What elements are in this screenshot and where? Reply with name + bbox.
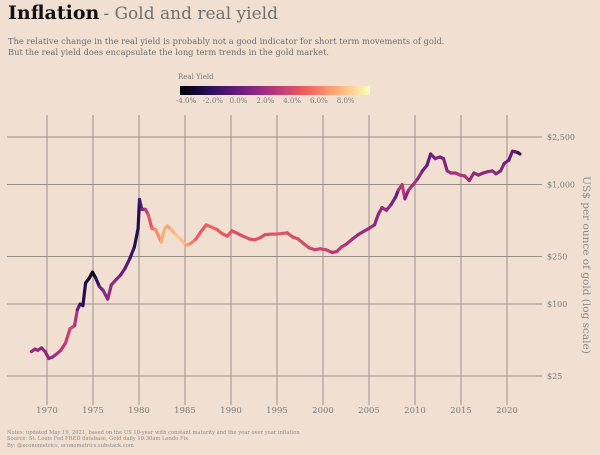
description-line-2: But the real yield does encapsulate the …: [8, 47, 330, 57]
gold-line-segment: [516, 151, 522, 156]
legend-tick-label: 4.0%: [283, 97, 301, 105]
title-bold: Inflation: [8, 2, 100, 24]
gold-line-segment: [106, 283, 114, 301]
x-tick-label: 2020: [496, 406, 518, 416]
legend-tick-label: 8.0%: [336, 97, 355, 105]
y-axis: $25 $100 $250 $1,000 $2,500: [547, 133, 575, 381]
legend-title: Real Yield: [178, 73, 214, 81]
chart-notes: Notes: updated May 19, 2021, based on th…: [7, 430, 300, 449]
x-tick-label: 1980: [128, 406, 150, 416]
x-tick-label: 2010: [404, 406, 426, 416]
gold-line-segment: [425, 152, 433, 167]
source-line: Source: St. Louis Fed FRED database, Gol…: [7, 436, 189, 443]
y-tick-label: $250: [547, 253, 567, 262]
x-tick-label: 1970: [36, 406, 58, 416]
legend-tick-label: -2.0%: [202, 97, 223, 105]
x-tick-label: 1975: [82, 406, 104, 416]
x-tick-label: 2005: [358, 406, 380, 416]
legend-colorbar: [180, 86, 370, 95]
y-tick-label: $2,500: [547, 133, 575, 142]
gold-line-segment: [441, 157, 449, 173]
gold-line-segment: [132, 226, 140, 249]
y-tick-label: $1,000: [547, 181, 575, 190]
y-axis-label: US$ per ounce of gold (log scale): [580, 176, 592, 354]
description-line-1: The relative change in the real yield is…: [8, 36, 445, 46]
gold-line-segment: [146, 213, 154, 230]
gold-line-segment: [123, 257, 132, 270]
chart-title: Inflation - Gold and real yield: [8, 2, 278, 24]
byline: By: @econometrics, econometrics.substack…: [7, 442, 134, 449]
x-tick-label: 1995: [266, 406, 288, 416]
gold-price-line: [29, 149, 522, 361]
gold-line-segment: [159, 226, 167, 244]
legend-tick-label: 2.0%: [256, 97, 275, 105]
gold-line-segment: [63, 327, 72, 345]
notes-line: Notes: updated May 19, 2021, based on th…: [7, 430, 300, 436]
gold-line-segment: [81, 281, 88, 308]
gold-line-segment: [72, 307, 80, 328]
x-axis: 1970 1975 1980 1985 1990 1995 2000 2005 2010 2015…: [36, 406, 518, 416]
gold-line-segment: [507, 149, 515, 162]
gold-line-segment: [137, 197, 144, 211]
y-tick-label: $100: [547, 300, 567, 309]
x-tick-label: 1985: [174, 406, 196, 416]
gold-line-segment: [372, 213, 380, 227]
grid-lines: [7, 115, 542, 405]
x-tick-label: 2015: [450, 406, 472, 416]
legend-tick-label: -4.0%: [176, 97, 197, 105]
legend-tick-label: 0.0%: [229, 97, 248, 105]
x-tick-label: 1990: [220, 406, 242, 416]
x-tick-label: 2000: [312, 406, 334, 416]
legend-tick-label: 6.0%: [310, 97, 328, 105]
gold-line-segment: [128, 245, 136, 261]
y-tick-label: $25: [547, 372, 562, 381]
title-subtitle: - Gold and real yield: [103, 4, 278, 24]
chart-description: The relative change in the real yield is…: [8, 36, 444, 58]
